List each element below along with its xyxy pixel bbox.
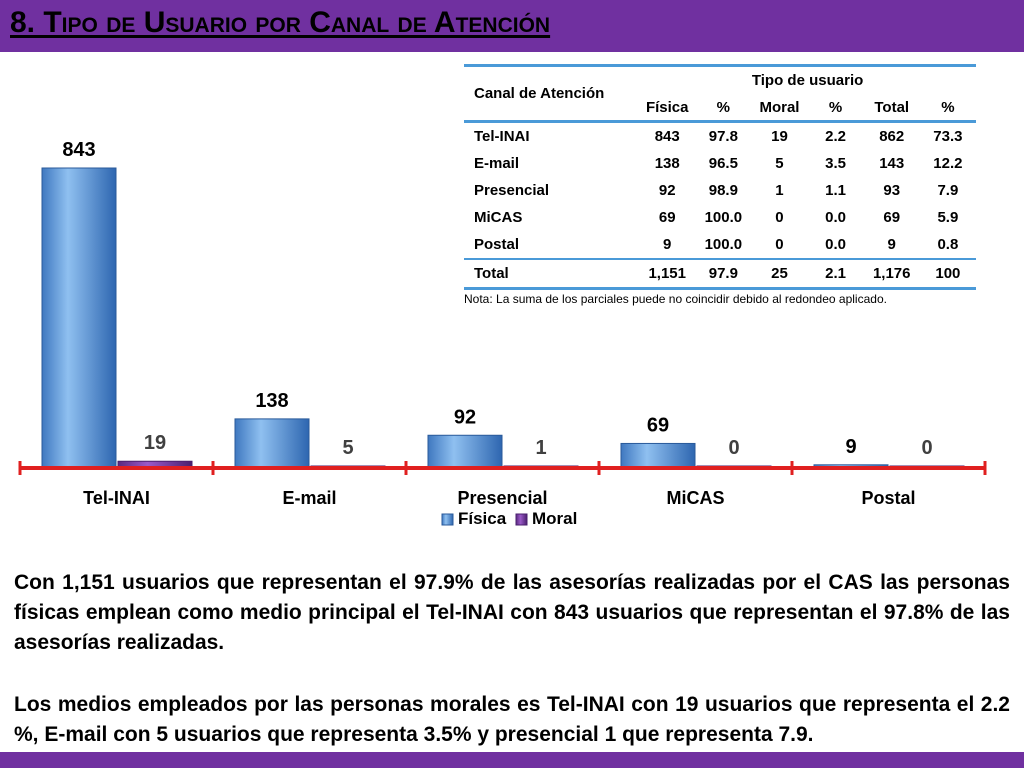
data-label: 843 (62, 139, 95, 161)
table-subheader: % (941, 98, 955, 116)
footer-bar (0, 752, 1024, 768)
table-subheader: Total (874, 98, 910, 116)
summary-paragraph-2: Los medios empleados por las personas mo… (14, 693, 1010, 746)
table-note: Nota: La suma de los parciales puede no … (464, 292, 887, 306)
table-subheader: Física (645, 98, 689, 116)
category-label: Postal (861, 488, 915, 508)
table-row: MiCAS 69 100.0 0 0.0 69 5.9 (474, 209, 959, 226)
data-label: 1 (535, 437, 546, 459)
table-row: E-mail 138 96.5 5 3.5 143 12.2 (474, 155, 963, 172)
table-total-row: Total 1,151 97.9 25 2.1 1,176 100 (464, 258, 976, 290)
table-subheader: Moral (759, 98, 800, 116)
table-row: Tel-INAI 843 97.8 19 2.2 862 73.3 (464, 120, 976, 150)
legend-label: Moral (532, 509, 577, 528)
data-label: 5 (342, 437, 353, 459)
category-label: Presencial (457, 488, 547, 508)
table-subheader: % (716, 98, 731, 116)
data-label: 19 (144, 432, 166, 454)
data-table: Canal de Atención Tipo de usuario Física… (464, 64, 976, 290)
bar-fisica (41, 167, 117, 469)
table-row: Presencial 92 98.9 1 1.1 93 7.9 (474, 182, 959, 199)
table-subheader: % (828, 98, 843, 116)
data-label: 0 (728, 437, 739, 459)
table-row: Postal 9 100.0 0 0.0 9 0.8 (474, 236, 959, 253)
legend-label: Física (458, 509, 507, 528)
data-label: 92 (454, 406, 476, 428)
title-bar (0, 0, 1024, 52)
data-label: 9 (845, 436, 856, 458)
legend-swatch (515, 513, 528, 526)
data-label: 138 (255, 390, 288, 412)
table-header-group: Tipo de usuario (639, 64, 976, 94)
category-label: Tel-INAI (83, 488, 150, 508)
category-label: MiCAS (667, 488, 725, 508)
category-label: E-mail (282, 488, 336, 508)
summary-paragraph-1: Con 1,151 usuarios que representan el 97… (14, 571, 1010, 654)
data-label: 0 (921, 437, 932, 459)
legend-swatch (441, 513, 454, 526)
table-header-canal: Canal de Atención (464, 64, 640, 122)
slide-title: 8. Tipo de Usuario por Canal de Atención (10, 6, 551, 39)
bar-chart: 843 19 Tel-INAI 138 5 E-mail 92 1 Presencial 69 0 M… (18, 139, 987, 528)
data-label: 69 (647, 414, 669, 436)
bar-fisica (427, 434, 503, 469)
bar-fisica (620, 442, 696, 469)
bar-fisica (234, 418, 310, 469)
